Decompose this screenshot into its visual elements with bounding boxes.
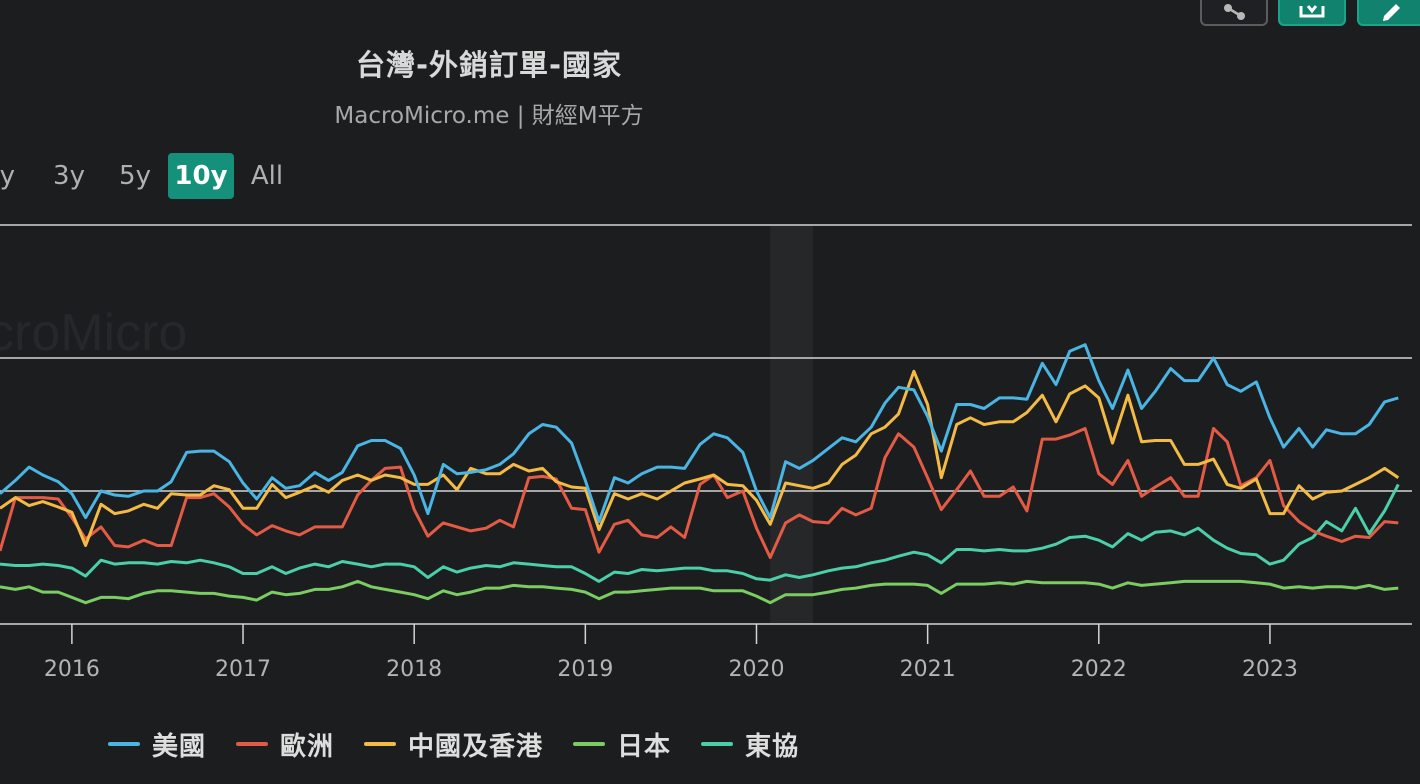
watermark: croMicro [0, 304, 187, 362]
pencil-icon [1383, 4, 1400, 21]
x-tick-label: 2022 [1071, 657, 1127, 682]
series-line-2[interactable] [0, 369, 1400, 547]
share-button[interactable] [1200, 0, 1268, 26]
x-tick-label: 2023 [1242, 657, 1298, 682]
legend-swatch [108, 742, 140, 746]
x-tick-label: 2021 [900, 657, 956, 682]
legend-item-japan[interactable]: 日本 [573, 726, 671, 763]
legend-item-china-hk[interactable]: 中國及香港 [364, 726, 543, 763]
range-button-5y[interactable]: 5y [119, 161, 151, 191]
x-tick-label: 2017 [215, 657, 271, 682]
x-tick-label: 2020 [728, 657, 784, 682]
edit-button[interactable] [1357, 0, 1420, 26]
x-tick-label: 2019 [557, 657, 613, 682]
range-button-3y[interactable]: 3y [53, 161, 85, 191]
legend-swatch [701, 742, 734, 746]
chart-title: 台灣-外銷訂單-國家 [355, 48, 623, 82]
legend-item-europe[interactable]: 歐洲 [236, 726, 334, 763]
series-line-1[interactable] [0, 427, 1399, 559]
shaded-period [770, 225, 813, 624]
legend-swatch [236, 742, 269, 746]
chart-subtitle: MacroMicro.me | 財經M平方 [334, 103, 644, 129]
range-button-2y[interactable]: 2y [0, 161, 15, 191]
series-line-0[interactable] [0, 343, 1399, 524]
download-button[interactable] [1278, 0, 1346, 26]
download-icon [1299, 5, 1325, 18]
legend-label: 中國及香港 [408, 731, 544, 762]
legend-label: 東協 [745, 731, 800, 762]
x-tick-label: 2018 [386, 657, 442, 682]
legend-label: 日本 [617, 731, 672, 762]
legend-item-asean[interactable]: 東協 [701, 726, 799, 763]
legend: 美國 歐洲 中國及香港 日本 東協 [108, 724, 829, 764]
range-button-all[interactable]: All [250, 161, 284, 191]
legend-item-us[interactable]: 美國 [108, 726, 206, 763]
x-tick-label: 2016 [44, 657, 100, 682]
legend-swatch [573, 742, 606, 746]
range-button-10y[interactable]: 10y [168, 153, 234, 199]
share-icon [1224, 4, 1245, 20]
legend-label: 歐洲 [280, 731, 335, 762]
series-line-3[interactable] [0, 579, 1399, 605]
series-line-4[interactable] [0, 483, 1400, 583]
legend-swatch [364, 742, 397, 746]
legend-label: 美國 [152, 731, 207, 762]
